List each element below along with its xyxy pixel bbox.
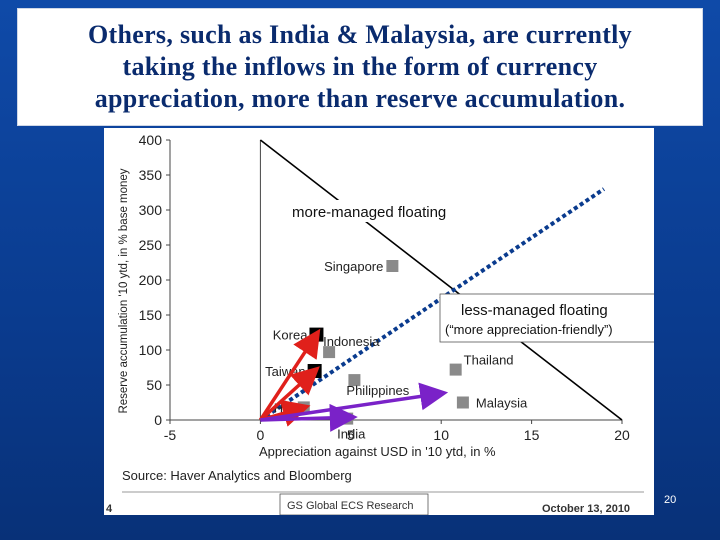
y-tick-label: 100 — [139, 342, 163, 358]
data-point — [386, 260, 399, 272]
arrows-group — [258, 328, 449, 432]
callout-more-managed-box — [287, 200, 497, 222]
y-tick-label: 400 — [139, 132, 163, 148]
y-tick-label: 200 — [139, 272, 163, 288]
reference-line — [259, 187, 606, 422]
footer-research: GS Global ECS Research — [287, 500, 414, 512]
y-tick-label: 0 — [154, 412, 162, 428]
point-label: Philippines — [346, 383, 409, 398]
x-tick-label: 15 — [524, 427, 540, 443]
data-point — [348, 374, 361, 387]
point-label: Taiwan — [265, 364, 305, 379]
callout-less-managed-box — [439, 293, 687, 343]
y-tick-label: 300 — [139, 202, 163, 218]
x-tick-label: 20 — [614, 427, 630, 443]
arrow — [259, 366, 320, 422]
point-label: Korea — [273, 328, 308, 343]
data-point — [323, 346, 336, 359]
point-label: Malaysia — [476, 396, 528, 411]
point-label: Thailand — [464, 353, 514, 368]
chart-figure: 0 50 100 150 200 250 300 350 400 -5 0 5 10 15 20 Singa… — [104, 128, 687, 516]
footer-date: October 13, 2010 — [542, 503, 630, 515]
page-number: 20 — [664, 494, 677, 506]
point-label: Indonesia — [323, 334, 380, 349]
x-tick-label: 0 — [257, 427, 265, 443]
y-tick-label: 50 — [146, 377, 162, 393]
slide-title-box: Others, such as India & Malaysia, are cu… — [17, 8, 703, 126]
data-point — [456, 396, 469, 409]
point-label: Singapore — [324, 259, 383, 274]
y-tick-label: 350 — [139, 167, 163, 183]
slide-title: Others, such as India & Malaysia, are cu… — [88, 20, 632, 113]
y-tick-label: 150 — [139, 307, 163, 323]
callout-more-managed: more-managed floating — [292, 204, 446, 221]
chart-source: Source: Haver Analytics and Bloomberg — [122, 468, 352, 483]
y-tick-label: 250 — [139, 237, 163, 253]
arrow — [258, 328, 321, 421]
data-point — [449, 363, 462, 376]
callout-less-managed-sub: (“more appreciation-friendly”) — [445, 322, 613, 337]
x-tick-label: -5 — [164, 427, 177, 443]
callout-less-managed: less-managed floating — [461, 302, 608, 319]
point-label: India — [337, 427, 366, 442]
footer-left: 4 — [106, 503, 113, 515]
x-axis-title: Appreciation against USD in '10 ytd, in … — [259, 444, 496, 459]
x-tick-label: 5 — [347, 427, 355, 443]
arrow — [260, 403, 358, 432]
reference-lines-group — [259, 139, 623, 422]
y-axis-title: Reserve accumulation '10 ytd, in % base … — [118, 168, 130, 413]
x-tick-label: 10 — [433, 427, 449, 443]
reference-line — [259, 139, 623, 421]
